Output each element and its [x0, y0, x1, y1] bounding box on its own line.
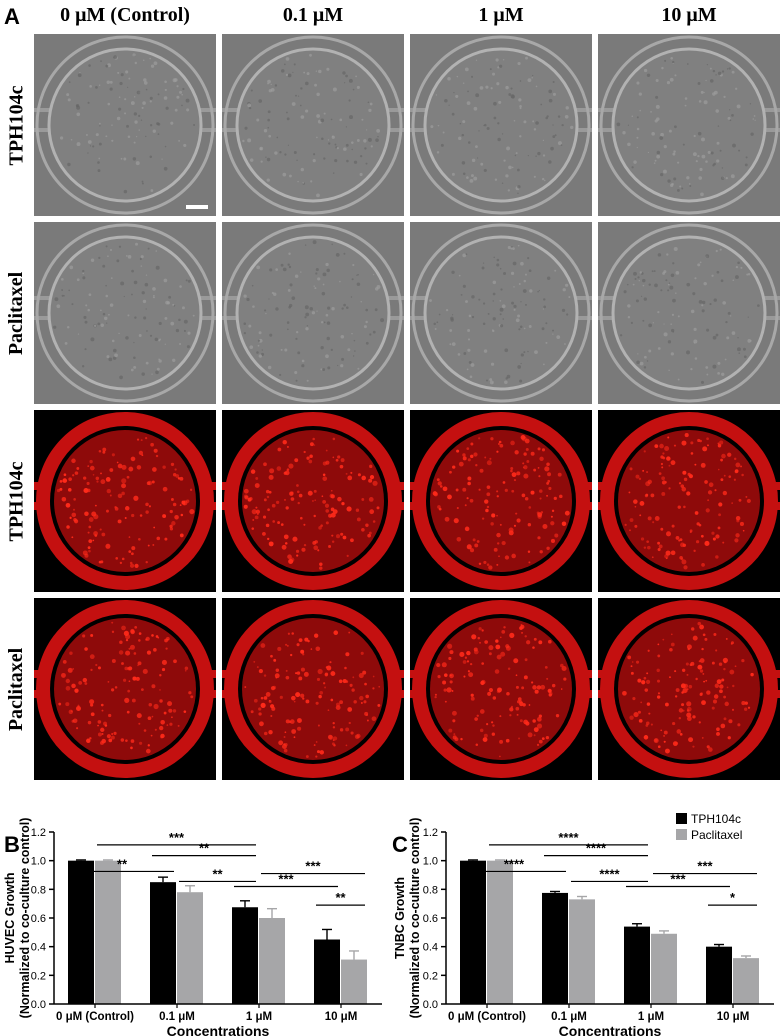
bar-tph104c-1 — [150, 882, 176, 1004]
column-header-control: 0 μM (Control) — [60, 4, 190, 26]
bar-paclitaxel-3 — [733, 958, 759, 1004]
column-header-0-1: 0.1 μM — [282, 4, 344, 26]
tnbc-growth-chart: 0.0 0.2 0.4 0.6 0.8 1.0 1.2 0 μM (Control) 0.1 μ… — [393, 812, 774, 1036]
y-tick-label: 0.2 — [423, 970, 438, 982]
x-tick-label: 0.1 μM — [159, 1011, 195, 1023]
micrograph-tile — [222, 34, 404, 216]
y-axis-label: (Normalized to co-culture control) — [408, 818, 422, 1019]
bar-tph104c-2 — [624, 926, 650, 1004]
significance-label: *** — [169, 830, 185, 845]
micrograph-tile — [598, 410, 780, 592]
y-tick-label: 1.0 — [423, 856, 438, 868]
y-tick-label: 0.8 — [423, 884, 438, 896]
significance-label: ** — [199, 841, 210, 856]
panel-letter-b: B — [4, 832, 20, 857]
micrograph-tile — [410, 34, 592, 216]
panel-letter-a: A — [4, 4, 20, 29]
y-tick-label: 0.6 — [423, 913, 438, 925]
micrograph-tile — [598, 34, 780, 216]
column-header-1: 1 μM — [478, 4, 524, 26]
micrograph-tile — [410, 222, 592, 404]
significance-label: * — [730, 890, 736, 905]
bar-tph104c-3 — [706, 946, 732, 1004]
x-tick-label: 10 μM — [325, 1011, 358, 1023]
bar-tph104c-1 — [542, 892, 568, 1004]
x-tick-label: 0.1 μM — [551, 1011, 587, 1023]
bar-paclitaxel-0 — [487, 860, 513, 1004]
micrograph-tile — [222, 598, 404, 780]
y-tick-label: 0.0 — [423, 999, 438, 1011]
x-tick-label: 1 μM — [638, 1011, 664, 1023]
y-tick-label: 1.2 — [423, 827, 438, 839]
significance-label: ** — [335, 890, 346, 905]
bar-paclitaxel-0 — [95, 860, 121, 1004]
row-header-bf-paclitaxel: Paclitaxel — [5, 271, 28, 355]
x-axis-label: Concentrations — [559, 1023, 662, 1036]
x-axis-label: Concentrations — [167, 1023, 270, 1036]
huvec-growth-chart: 0.0 0.2 0.4 0.6 0.8 1.0 1.2 0 μM (Control) 0.1 μ… — [3, 818, 382, 1036]
panel-letter-c: C — [392, 832, 408, 857]
y-tick-label: 0.8 — [31, 884, 46, 896]
x-tick-label: 0 μM (Control) — [56, 1011, 134, 1023]
micrograph-tile — [598, 222, 780, 404]
y-axis-label: TNBC Growth — [393, 877, 407, 959]
significance-label: **** — [558, 830, 579, 845]
bar-tph104c-0 — [460, 860, 486, 1004]
significance-label: *** — [697, 859, 713, 874]
legend-label: TPH104c — [691, 812, 741, 826]
y-tick-label: 0.4 — [31, 942, 46, 954]
bar-paclitaxel-2 — [259, 918, 285, 1004]
significance-label: *** — [278, 871, 294, 886]
significance-label: *** — [670, 871, 686, 886]
legend-label: Paclitaxel — [691, 828, 742, 842]
legend-swatch — [676, 829, 687, 840]
bar-paclitaxel-2 — [651, 933, 677, 1004]
significance-label: **** — [599, 866, 620, 881]
micrograph-tile — [34, 222, 216, 404]
significance-label: **** — [586, 841, 607, 856]
scale-bar — [186, 205, 208, 209]
significance-label: **** — [504, 856, 525, 871]
x-tick-label: 10 μM — [717, 1011, 750, 1023]
y-tick-label: 0.4 — [423, 942, 438, 954]
micrograph-tile — [222, 410, 404, 592]
row-header-fl-paclitaxel: Paclitaxel — [5, 647, 28, 731]
micrograph-tile — [598, 598, 780, 780]
x-tick-label: 1 μM — [246, 1011, 272, 1023]
micrograph-tile — [222, 222, 404, 404]
micrograph-tile — [34, 34, 216, 216]
y-tick-label: 0.2 — [31, 970, 46, 982]
micrograph-tile — [34, 598, 216, 780]
bar-tph104c-0 — [68, 860, 94, 1004]
significance-label: ** — [117, 856, 128, 871]
bar-tph104c-2 — [232, 907, 258, 1004]
y-axis-label: (Normalized to co-culture control) — [18, 818, 32, 1019]
column-header-10: 10 μM — [661, 4, 717, 26]
bar-paclitaxel-1 — [569, 899, 595, 1004]
micrograph-tile — [410, 410, 592, 592]
y-tick-label: 1.2 — [31, 827, 46, 839]
y-tick-label: 0.6 — [31, 913, 46, 925]
y-tick-label: 0.0 — [31, 999, 46, 1011]
bar-paclitaxel-1 — [177, 892, 203, 1004]
bar-paclitaxel-3 — [341, 959, 367, 1004]
bar-tph104c-3 — [314, 939, 340, 1004]
micrograph-tile — [410, 598, 592, 780]
row-header-fl-tph104c: TPH104c — [5, 461, 28, 541]
significance-label: *** — [305, 859, 321, 874]
y-axis-label: HUVEC Growth — [3, 873, 17, 964]
significance-label: ** — [212, 866, 223, 881]
micrograph-tile — [34, 410, 216, 592]
y-tick-label: 1.0 — [31, 856, 46, 868]
row-header-bf-tph104c: TPH104c — [5, 85, 28, 165]
legend-swatch — [676, 813, 687, 824]
x-tick-label: 0 μM (Control) — [448, 1011, 526, 1023]
